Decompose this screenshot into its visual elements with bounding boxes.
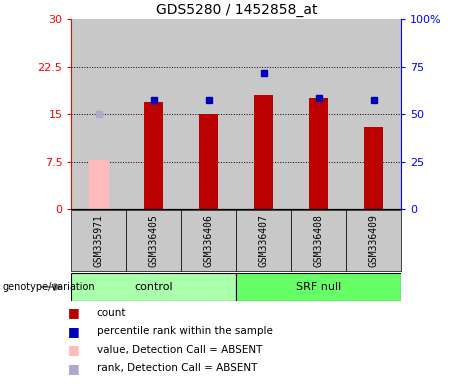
Text: SRF null: SRF null — [296, 282, 341, 292]
Text: rank, Detection Call = ABSENT: rank, Detection Call = ABSENT — [97, 363, 257, 373]
Text: genotype/variation: genotype/variation — [2, 282, 95, 292]
Text: ■: ■ — [68, 325, 80, 338]
Text: control: control — [135, 282, 173, 292]
Text: GSM336406: GSM336406 — [204, 214, 214, 267]
Bar — [254, 95, 273, 209]
Bar — [309, 98, 328, 209]
Bar — [346, 210, 401, 271]
Text: value, Detection Call = ABSENT: value, Detection Call = ABSENT — [97, 345, 262, 355]
Text: percentile rank within the sample: percentile rank within the sample — [97, 326, 273, 336]
Bar — [144, 102, 164, 209]
Bar — [291, 210, 346, 271]
Bar — [181, 19, 236, 209]
Bar — [181, 210, 236, 271]
Bar — [71, 210, 126, 271]
Text: count: count — [97, 308, 126, 318]
Text: ■: ■ — [68, 343, 80, 356]
Text: GSM336408: GSM336408 — [313, 214, 324, 267]
Text: ■: ■ — [68, 362, 80, 375]
Text: GSM335971: GSM335971 — [94, 214, 104, 267]
Bar — [71, 273, 236, 301]
Bar — [199, 114, 219, 209]
Bar — [126, 19, 181, 209]
Text: GSM336405: GSM336405 — [149, 214, 159, 267]
Text: GSM336407: GSM336407 — [259, 214, 269, 267]
Bar — [71, 19, 126, 209]
Bar — [89, 160, 108, 209]
Bar — [236, 273, 401, 301]
Bar — [236, 19, 291, 209]
Bar — [364, 127, 383, 209]
Bar — [236, 210, 291, 271]
Bar — [291, 19, 346, 209]
Text: GSM336409: GSM336409 — [369, 214, 378, 267]
Bar — [346, 19, 401, 209]
Text: ■: ■ — [68, 306, 80, 319]
Bar — [126, 210, 181, 271]
Title: GDS5280 / 1452858_at: GDS5280 / 1452858_at — [155, 3, 317, 17]
